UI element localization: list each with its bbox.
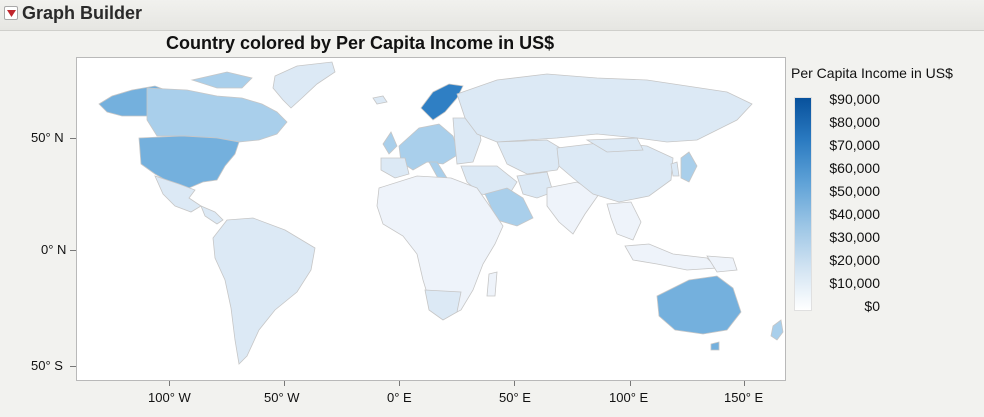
region-japan xyxy=(680,151,698,183)
region-madagascar xyxy=(486,271,498,297)
panel-header: Graph Builder xyxy=(0,0,984,31)
legend-label-30000: $30,000 xyxy=(829,229,880,245)
legend-label-40000: $40,000 xyxy=(829,206,880,222)
region-arctic-islands xyxy=(190,71,253,89)
region-png xyxy=(706,255,738,273)
panel-title: Graph Builder xyxy=(22,3,143,23)
region-central-america xyxy=(200,205,224,225)
x-label-50w: 50° W xyxy=(264,390,300,405)
chart-title: Country colored by Per Capita Income in … xyxy=(166,33,555,53)
region-uk xyxy=(382,131,398,155)
y-tick-0n xyxy=(70,250,76,251)
legend-label-70000: $70,000 xyxy=(829,137,880,153)
x-tick-0e xyxy=(399,381,400,386)
region-scandinavia xyxy=(420,83,464,121)
x-label-0e: 0° E xyxy=(387,390,412,405)
x-tick-50w xyxy=(284,381,285,386)
region-new-zealand xyxy=(770,319,784,341)
region-mongolia xyxy=(585,137,644,153)
x-tick-150e xyxy=(744,381,745,386)
legend-label-60000: $60,000 xyxy=(829,160,880,176)
y-tick-50n xyxy=(70,138,76,139)
region-western-europe xyxy=(398,123,460,171)
x-tick-100e xyxy=(630,381,631,386)
region-indonesia xyxy=(624,243,718,271)
legend-label-0: $0 xyxy=(864,298,880,314)
region-iran xyxy=(516,171,554,199)
region-korea xyxy=(670,161,680,177)
region-usa xyxy=(138,135,240,189)
region-southeast-asia xyxy=(606,201,642,241)
disclosure-triangle-icon[interactable] xyxy=(4,6,18,20)
legend-label-80000: $80,000 xyxy=(829,114,880,130)
x-label-100e: 100° E xyxy=(609,390,649,405)
region-australia xyxy=(656,275,742,335)
region-canada xyxy=(146,87,288,143)
x-tick-50e xyxy=(514,381,515,386)
y-tick-50s xyxy=(70,366,76,367)
x-label-150e: 150° E xyxy=(724,390,764,405)
region-central-asia xyxy=(496,139,568,175)
y-label-50n: 50° N xyxy=(31,130,64,145)
legend-label-90000: $90,000 xyxy=(829,91,880,107)
legend-color-scale xyxy=(794,97,812,311)
legend-label-10000: $10,000 xyxy=(829,275,880,291)
y-label-50s: 50° S xyxy=(31,358,63,373)
region-africa xyxy=(376,175,504,319)
world-map xyxy=(98,61,784,365)
x-label-100w: 100° W xyxy=(148,390,191,405)
region-greenland xyxy=(272,61,336,109)
x-tick-100w xyxy=(169,381,170,386)
y-label-0n: 0° N xyxy=(41,242,67,257)
region-iberia xyxy=(380,157,410,179)
legend-title: Per Capita Income in US$ xyxy=(791,65,953,81)
legend-label-50000: $50,000 xyxy=(829,183,880,199)
legend-label-20000: $20,000 xyxy=(829,252,880,268)
region-russia xyxy=(456,73,753,143)
region-south-america xyxy=(212,217,316,365)
map-frame[interactable] xyxy=(76,57,786,381)
region-south-africa xyxy=(424,289,462,321)
region-tasmania xyxy=(710,341,720,351)
x-label-50e: 50° E xyxy=(499,390,531,405)
region-iceland xyxy=(372,95,388,105)
